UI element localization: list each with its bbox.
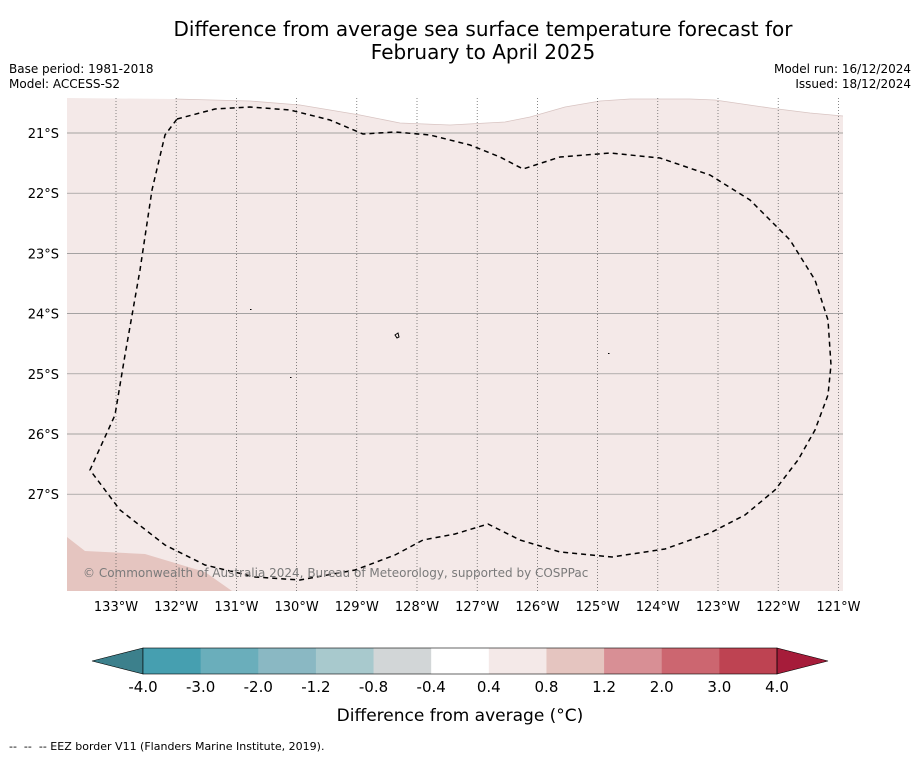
eez-border	[89, 106, 832, 581]
latitude-label: 25°S	[28, 368, 59, 383]
colorbar-title: Difference from average (°C)	[337, 706, 584, 726]
colorbar-segment	[604, 648, 663, 674]
colorbar-segment	[258, 648, 317, 674]
title-line-2: February to April 2025	[370, 40, 596, 64]
longitude-labels: 133°W 132°W 131°W 130°W 129°W 128°W 127°W 126°W…	[94, 600, 861, 615]
colorbar-segment	[661, 648, 720, 674]
colorbar-tick-label: -0.8	[359, 678, 388, 696]
colorbar	[91, 647, 829, 675]
latitude-label: 27°S	[28, 488, 59, 503]
latitude-label: 24°S	[28, 308, 59, 323]
issued-date: Issued: 18/12/2024	[795, 77, 911, 91]
colorbar-segment	[488, 648, 547, 674]
base-period: Base period: 1981-2018	[9, 62, 154, 76]
island-large	[394, 332, 400, 339]
colorbar-segment	[546, 648, 605, 674]
longitude-label: 131°W	[214, 600, 258, 615]
latitude-label: 21°S	[28, 127, 59, 142]
colorbar-tick-label: 4.0	[765, 678, 789, 696]
colorbar-tick-label: 0.4	[477, 678, 501, 696]
model-run: Model run: 16/12/2024	[773, 62, 911, 76]
longitude-label: 129°W	[335, 600, 379, 615]
island-small-2	[290, 377, 292, 378]
colorbar-tick-label: -4.0	[128, 678, 157, 696]
colorbar-tick-label: 2.0	[650, 678, 674, 696]
longitude-label: 125°W	[576, 600, 620, 615]
latitude-label: 26°S	[28, 428, 59, 443]
map-title: Difference from average sea surface temp…	[0, 18, 919, 64]
map-panel: © Commonwealth of Australia 2024, Bureau…	[67, 97, 844, 591]
longitude-label: 132°W	[154, 600, 198, 615]
graticule	[67, 98, 843, 591]
longitude-label: 123°W	[696, 600, 740, 615]
colorbar-tick-label: 0.8	[535, 678, 559, 696]
warm-anomaly-patch	[67, 537, 232, 591]
eez-footnote: -- -- -- EEZ border V11 (Flanders Marine…	[9, 740, 325, 753]
colorbar-segment	[200, 648, 259, 674]
map-top-mask	[67, 97, 843, 125]
longitude-label: 128°W	[395, 600, 439, 615]
longitude-label: 130°W	[275, 600, 319, 615]
colorbar-tick-label: 1.2	[592, 678, 616, 696]
island-small-3	[608, 353, 610, 354]
island-small-1	[250, 309, 252, 310]
longitude-label: 122°W	[756, 600, 800, 615]
colorbar-outline	[142, 647, 778, 675]
colorbar-tick-label: -1.2	[301, 678, 330, 696]
longitude-label: 124°W	[636, 600, 680, 615]
copyright-text: © Commonwealth of Australia 2024, Bureau…	[83, 566, 588, 580]
latitude-labels: 21°S 22°S 23°S 24°S 25°S 26°S 27°S	[28, 127, 59, 503]
title-line-1: Difference from average sea surface temp…	[173, 17, 793, 41]
meta-right: Model run: 16/12/2024 Issued: 18/12/2024	[774, 62, 911, 92]
map-top-edge	[174, 98, 844, 126]
colorbar-segment	[315, 648, 375, 674]
colorbar-tick-label: -3.0	[186, 678, 215, 696]
latitude-label: 23°S	[28, 247, 59, 262]
colorbar-segment	[143, 648, 202, 674]
colorbar-segment	[431, 648, 490, 674]
colorbar-segment	[719, 648, 778, 674]
longitude-label: 126°W	[515, 600, 559, 615]
meta-left: Base period: 1981-2018 Model: ACCESS-S2	[9, 62, 154, 92]
longitude-label: 133°W	[94, 600, 138, 615]
colorbar-segment	[373, 648, 432, 674]
colorbar-tick-label: 3.0	[707, 678, 731, 696]
map-background	[67, 98, 843, 591]
colorbar-tick-label: -2.0	[244, 678, 273, 696]
longitude-label: 121°W	[816, 600, 860, 615]
colorbar-extend-high	[776, 647, 829, 675]
colorbar-tick-labels: -4.0 -3.0 -2.0 -1.2 -0.8 -0.4 0.4 0.8 1.2 2.0 3.0 4…	[128, 678, 789, 696]
latitude-label: 22°S	[28, 187, 59, 202]
model-name: Model: ACCESS-S2	[9, 77, 121, 91]
colorbar-extend-low	[91, 647, 144, 675]
colorbar-tick-label: -0.4	[417, 678, 446, 696]
longitude-label: 127°W	[455, 600, 499, 615]
